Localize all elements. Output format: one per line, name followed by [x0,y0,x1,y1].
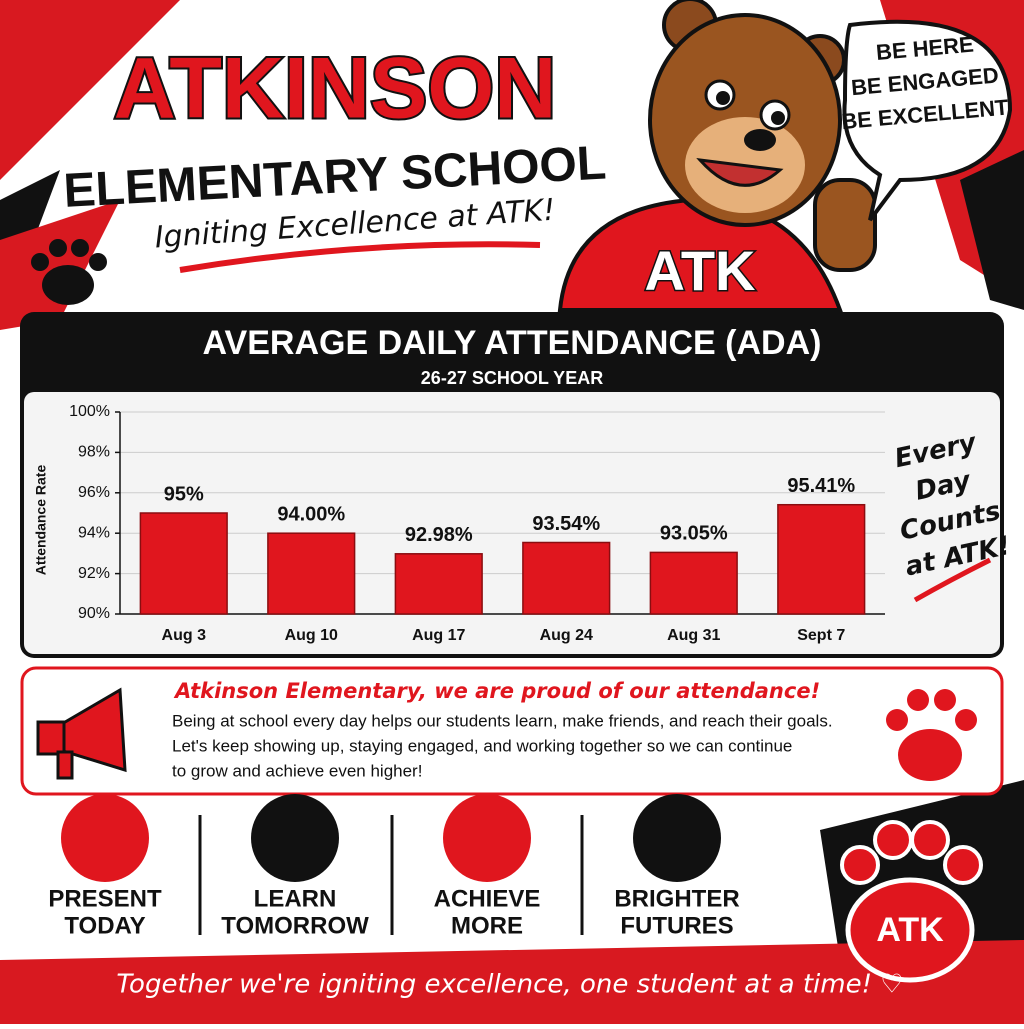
message-title: Atkinson Elementary, we are proud of our… [173,679,820,703]
pillar-label: LEARN [254,885,337,912]
bar [139,512,228,615]
footer-band [0,940,1024,1024]
x-tick-label: Aug 31 [667,627,720,644]
pillar-label: FUTURES [620,912,733,939]
pillar-label: MORE [451,912,523,939]
value-label: 95.41% [787,475,855,497]
chart-title: AVERAGE DAILY ATTENDANCE (ADA) [203,324,822,362]
chart-subtitle: 26-27 SCHOOL YEAR [421,368,603,388]
y-tick-label: 94% [78,524,110,541]
pillar-label: TODAY [64,912,145,939]
speech-bubble [842,19,1013,222]
bg-stroke [0,0,180,180]
paw-icon [886,689,977,781]
bar [267,532,356,615]
pillar-label: TOMORROW [221,912,369,939]
school-name: ATKINSON [114,41,557,137]
badge-text: ATK [876,911,944,949]
value-label: 93.05% [660,523,728,545]
pillar-icon [443,794,531,882]
footer-text: Together we're igniting excellence, one … [116,970,903,1000]
underline [179,241,541,273]
message-box [20,666,1004,796]
x-tick-label: Sept 7 [797,627,845,644]
shirt-text: ATK [645,239,756,302]
x-tick-label: Aug 3 [162,627,207,644]
pillar-label: ACHIEVE [434,885,541,912]
bar [522,541,611,615]
underline [913,557,992,603]
bar [394,553,483,615]
x-tick-label: Aug 17 [412,627,465,644]
megaphone-icon [36,687,127,780]
pillar-icon [61,794,149,882]
y-tick-label: 92% [78,565,110,582]
message-line: Being at school every day helps our stud… [172,711,833,730]
bar [649,551,738,615]
pillar-icon [251,794,339,882]
x-tick-label: Aug 10 [285,627,338,644]
badge: ATK [840,820,983,983]
pillar-label: BRIGHTER [614,885,739,912]
message-body: Being at school every day helps our stud… [172,711,833,780]
pillar-label: PRESENT [48,885,162,912]
y-tick-label: 96% [78,484,110,501]
pillar-icon [633,794,721,882]
paw-icon [31,239,107,305]
y-tick-label: 100% [69,403,110,420]
mascot: ATK [557,0,877,312]
value-label: 94.00% [277,503,345,525]
y-tick-label: 90% [78,605,110,622]
plot: 90% 92% 94% 96% 98% 100% 95% Aug 3 94.00% Aug 10 9… [69,403,885,644]
bg-stroke [0,200,120,330]
message-line: to grow and achieve even higher! [172,761,422,780]
message-line: Let's keep showing up, staying engaged, … [172,736,792,755]
bar [777,503,866,615]
y-tick-label: 98% [78,444,110,461]
x-tick-label: Aug 24 [540,627,593,644]
value-label: 92.98% [405,524,473,546]
y-axis-label: Attendance Rate [33,465,49,576]
value-label: 93.54% [532,513,600,535]
bg-stroke [960,150,1024,310]
value-label: 95% [164,483,204,505]
